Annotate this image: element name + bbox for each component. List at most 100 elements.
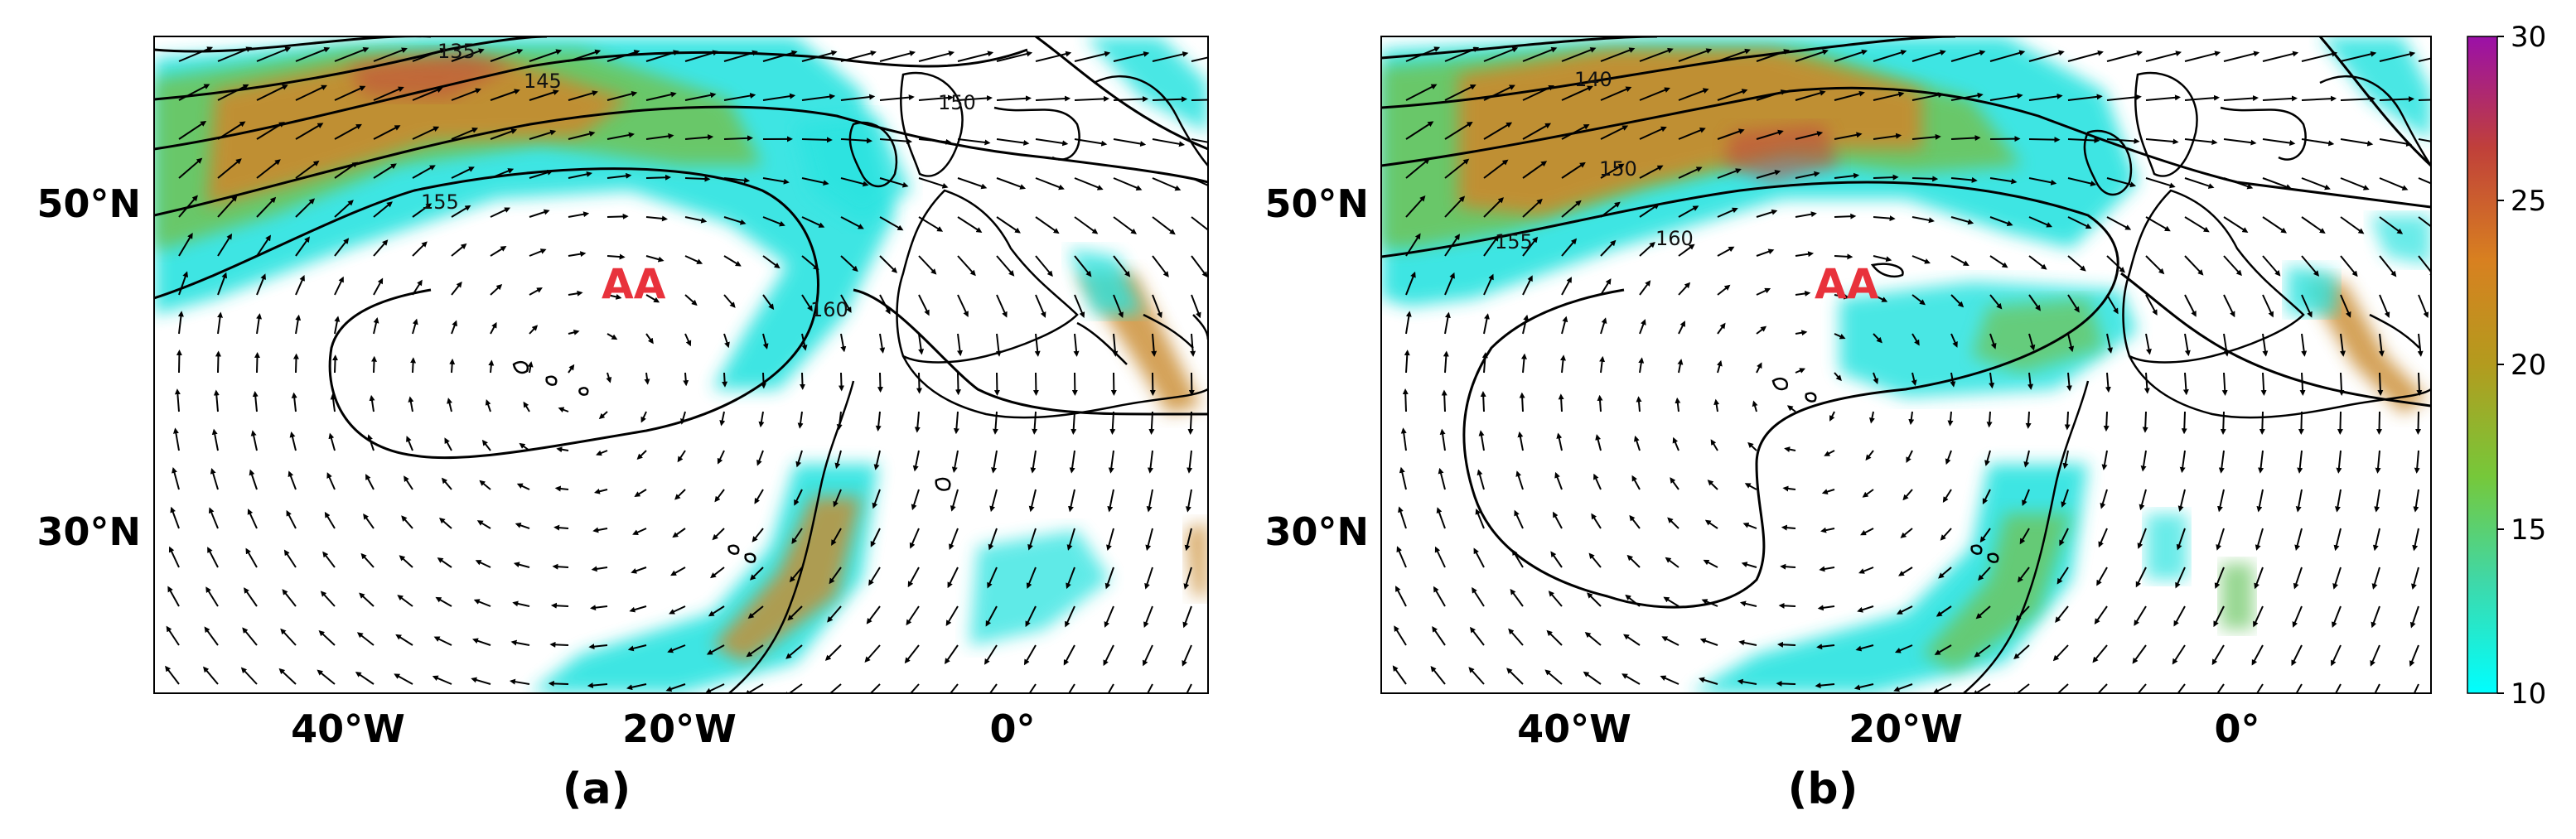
panel-b: 140 150 155 160 AA 50°N 30°N 40°W 20°W 0… [1264,36,2432,814]
wind-vector [626,683,647,691]
wind-vector [1560,354,1566,374]
wind-vector [2217,489,2225,513]
wind-vector [1522,275,1533,296]
wind-vector [2100,489,2108,509]
wind-vector [1908,411,1915,426]
wind-vector [762,177,790,185]
wind-vector [632,528,647,535]
wind-vector [1638,357,1645,374]
wind-vector [640,411,647,423]
wind-vector [957,177,988,190]
wind-vector [996,177,1027,190]
wind-vector [2414,450,2420,474]
wind-vector [1898,567,1913,576]
wind-vector [250,430,258,451]
wind-vector [2056,683,2069,693]
wind-vector [840,255,858,272]
wind-vector [996,51,1033,62]
wind-vector [1113,255,1131,277]
wind-vector [2066,372,2072,392]
wind-vector [432,675,452,685]
wind-vector [1143,644,1153,667]
wind-vector [914,411,921,433]
wind-vector [1911,333,1920,346]
wind-vector [2172,644,2186,665]
wind-vector [451,166,475,179]
wind-vector [1737,678,1757,685]
wind-vector [1550,551,1563,568]
wind-vector [1469,626,1485,646]
wind-vector [1703,559,1718,568]
wind-vector [723,255,742,267]
wind-vector [1950,50,1986,62]
wind-vector [1756,49,1790,62]
wind-vector [1148,411,1155,435]
wind-vector [864,644,881,663]
wind-vector [168,546,180,568]
wind-vector [282,589,297,607]
wind-vector [2067,333,2075,353]
wind-vector [1834,132,1863,140]
wind-vector [213,389,220,412]
wind-vector [1626,554,1641,568]
wind-vector [1853,683,1874,691]
wind-vector [1587,592,1602,607]
wind-vector [529,49,563,62]
wind-vector [1405,84,1438,101]
wind-vector [762,216,785,227]
wind-vector [684,134,714,141]
wind-vector [2418,99,2431,101]
wind-vector [1430,666,1446,685]
wind-vector [712,528,725,541]
wind-vector [2028,216,2053,228]
wind-vector [1152,51,1189,62]
wind-vector [2379,255,2397,277]
wind-vector [2374,683,2380,693]
wind-vector [217,84,249,101]
aa-label: AA [1815,260,1879,308]
wind-vector [1104,567,1114,590]
wind-vector [1405,158,1430,179]
wind-vector [217,121,246,140]
wind-vector [549,641,569,648]
wind-vector [1756,248,1775,257]
wind-vector [2338,372,2345,396]
wind-vector [1152,177,1182,191]
wind-vector [355,671,375,685]
wind-vector [2028,50,2065,62]
wind-vector [1074,51,1111,62]
wind-vector [904,644,920,664]
wind-vector [1621,673,1641,685]
wind-vector [1548,591,1563,607]
wind-vector [2211,644,2225,666]
wind-vector [2067,255,2086,272]
wind-vector [2067,216,2092,229]
wind-vector [1187,450,1193,474]
wind-vector [714,489,725,503]
wind-vector [2184,255,2204,276]
wind-vector [2055,605,2069,623]
wind-vector [1623,634,1641,646]
wind-vector [217,46,253,62]
wind-vector [1583,671,1602,685]
wind-vector [1660,675,1679,685]
wind-vector [433,636,452,646]
wind-vector [761,372,767,389]
wind-vector [2106,177,2137,188]
wind-vector [1519,392,1525,412]
wind-vector [1989,136,2021,142]
wind-vector [1152,255,1169,277]
wind-vector [2336,450,2342,474]
wind-vector [2337,411,2343,435]
wind-vector [957,138,991,146]
wind-vector [2379,177,2409,190]
wind-vector [451,281,462,296]
wind-vector [879,333,886,354]
wind-vector [1625,594,1641,607]
wind-vector [1950,333,1958,348]
wind-vector [256,46,292,62]
wind-vector [334,238,350,257]
wind-vector [2175,567,2186,589]
wind-vector [1113,138,1147,147]
